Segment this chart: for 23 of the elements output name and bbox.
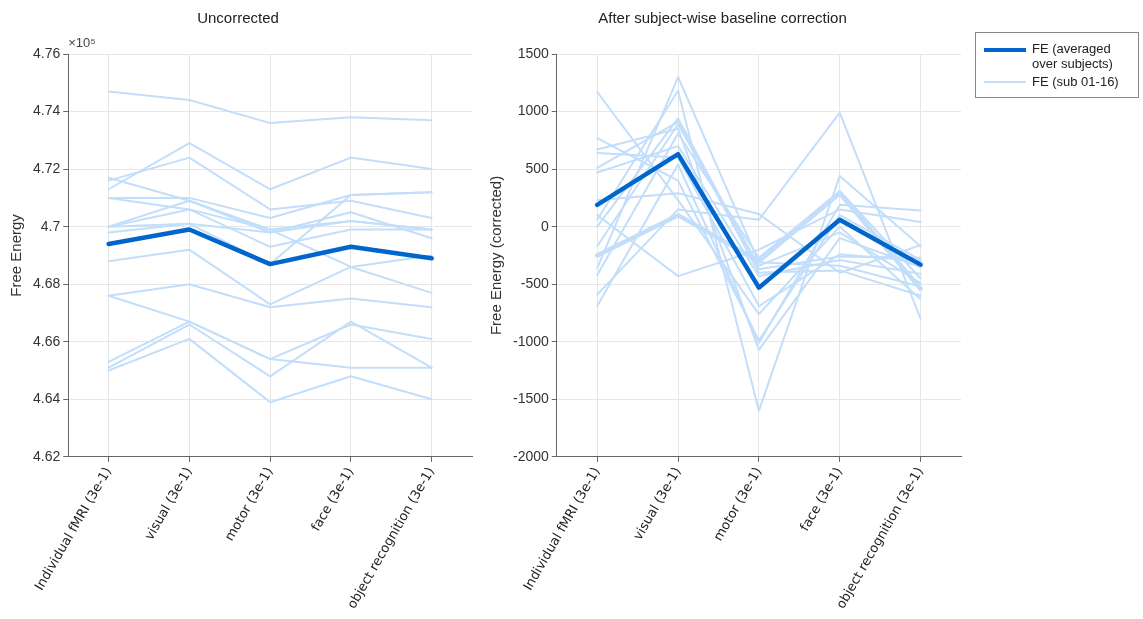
y-tick-label: 4.76 bbox=[33, 44, 61, 61]
chart-title: After subject-wise baseline correction bbox=[598, 9, 847, 27]
y-tick-label: 0 bbox=[541, 217, 550, 234]
y-tick-label: 4.68 bbox=[33, 275, 61, 292]
y-axis-title: Free Energy (corrected) bbox=[487, 175, 505, 336]
y-axis-title: Free Energy bbox=[7, 213, 25, 297]
y-tick-label: 4.62 bbox=[33, 447, 61, 464]
y-tick-label: 4.64 bbox=[33, 390, 61, 407]
y-tick-label: 4.66 bbox=[33, 332, 61, 349]
y-tick-label: -2000 bbox=[512, 447, 550, 464]
y-tick-label: 1500 bbox=[517, 44, 550, 61]
y-tick-label: -1000 bbox=[512, 332, 550, 349]
chart-title: Uncorrected bbox=[197, 9, 279, 27]
y-tick-label: 4.72 bbox=[33, 159, 61, 176]
y-tick-label: 4.74 bbox=[33, 102, 61, 119]
legend-label: FE (averaged over subjects) bbox=[1032, 41, 1114, 71]
text: ×10⁵ bbox=[68, 35, 96, 51]
y-tick-label: 500 bbox=[525, 159, 550, 176]
legend-label: FE (sub 01-16) bbox=[1032, 74, 1119, 89]
y-tick-label: -1500 bbox=[512, 390, 550, 407]
y-tick-label: 1000 bbox=[517, 102, 550, 119]
y-tick-label: -500 bbox=[520, 275, 550, 292]
y-tick-label: 4.7 bbox=[40, 217, 61, 234]
